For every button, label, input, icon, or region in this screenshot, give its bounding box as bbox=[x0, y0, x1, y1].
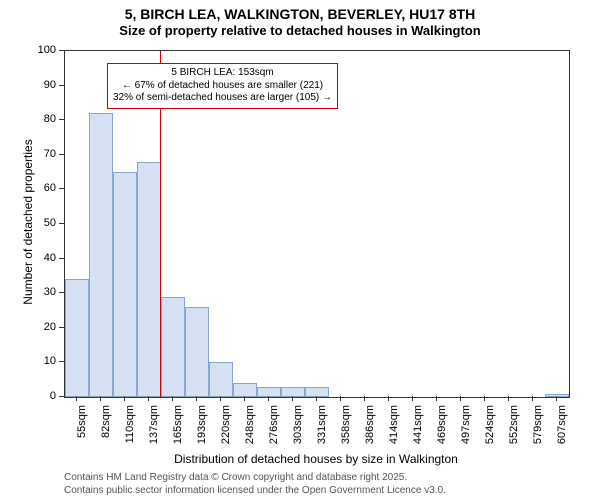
x-tick-label: 303sqm bbox=[292, 405, 304, 455]
info-line3: 32% of semi-detached houses are larger (… bbox=[113, 92, 332, 105]
x-tick-label: 193sqm bbox=[196, 405, 208, 455]
x-tick-label: 497sqm bbox=[460, 405, 472, 455]
x-axis-label: Distribution of detached houses by size … bbox=[64, 452, 568, 466]
bar bbox=[137, 162, 161, 397]
bar bbox=[161, 297, 185, 397]
x-tick-label: 55sqm bbox=[76, 405, 88, 455]
footer-line1: Contains HM Land Registry data © Crown c… bbox=[64, 472, 446, 485]
x-tick-mark bbox=[460, 396, 461, 401]
bar bbox=[209, 362, 233, 397]
y-tick-label: 20 bbox=[0, 321, 56, 333]
bar bbox=[305, 387, 329, 397]
info-box: 5 BIRCH LEA: 153sqm ← 67% of detached ho… bbox=[107, 63, 338, 109]
x-tick-label: 220sqm bbox=[220, 405, 232, 455]
y-tick-mark bbox=[59, 258, 64, 259]
plot-area: 5 BIRCH LEA: 153sqm ← 67% of detached ho… bbox=[64, 50, 570, 398]
bar bbox=[89, 113, 113, 397]
bar bbox=[545, 394, 569, 397]
x-tick-mark bbox=[364, 396, 365, 401]
x-tick-label: 524sqm bbox=[484, 405, 496, 455]
bar bbox=[65, 279, 89, 397]
x-tick-label: 552sqm bbox=[508, 405, 520, 455]
y-tick-mark bbox=[59, 50, 64, 51]
x-tick-mark bbox=[124, 396, 125, 401]
x-tick-mark bbox=[268, 396, 269, 401]
y-tick-mark bbox=[59, 154, 64, 155]
x-tick-mark bbox=[484, 396, 485, 401]
x-tick-label: 386sqm bbox=[364, 405, 376, 455]
x-tick-label: 276sqm bbox=[268, 405, 280, 455]
y-tick-label: 10 bbox=[0, 355, 56, 367]
x-tick-label: 579sqm bbox=[532, 405, 544, 455]
x-tick-mark bbox=[220, 396, 221, 401]
attribution-footer: Contains HM Land Registry data © Crown c… bbox=[64, 472, 446, 497]
y-axis-label: Number of detached properties bbox=[21, 122, 35, 322]
x-tick-label: 82sqm bbox=[100, 405, 112, 455]
y-tick-mark bbox=[59, 396, 64, 397]
y-tick-mark bbox=[59, 292, 64, 293]
x-tick-mark bbox=[532, 396, 533, 401]
x-tick-mark bbox=[172, 396, 173, 401]
footer-line2: Contains public sector information licen… bbox=[64, 485, 446, 498]
x-tick-mark bbox=[196, 396, 197, 401]
bar bbox=[185, 307, 209, 397]
y-tick-mark bbox=[59, 85, 64, 86]
x-tick-mark bbox=[556, 396, 557, 401]
x-tick-mark bbox=[148, 396, 149, 401]
x-tick-mark bbox=[100, 396, 101, 401]
bar bbox=[257, 387, 281, 397]
y-tick-label: 90 bbox=[0, 79, 56, 91]
chart-title-line2: Size of property relative to detached ho… bbox=[0, 23, 600, 39]
x-tick-label: 331sqm bbox=[316, 405, 328, 455]
x-tick-mark bbox=[316, 396, 317, 401]
x-tick-label: 607sqm bbox=[556, 405, 568, 455]
y-tick-mark bbox=[59, 223, 64, 224]
chart-container: 5, BIRCH LEA, WALKINGTON, BEVERLEY, HU17… bbox=[0, 6, 600, 500]
x-tick-mark bbox=[436, 396, 437, 401]
x-tick-mark bbox=[412, 396, 413, 401]
x-tick-mark bbox=[76, 396, 77, 401]
x-tick-label: 110sqm bbox=[124, 405, 136, 455]
x-tick-label: 358sqm bbox=[340, 405, 352, 455]
chart-title-line1: 5, BIRCH LEA, WALKINGTON, BEVERLEY, HU17… bbox=[0, 6, 600, 23]
x-tick-mark bbox=[340, 396, 341, 401]
bar bbox=[281, 387, 305, 397]
bar bbox=[113, 172, 137, 397]
y-tick-mark bbox=[59, 327, 64, 328]
y-tick-label: 100 bbox=[0, 44, 56, 56]
x-tick-label: 137sqm bbox=[148, 405, 160, 455]
x-tick-label: 414sqm bbox=[388, 405, 400, 455]
x-tick-label: 441sqm bbox=[412, 405, 424, 455]
x-tick-mark bbox=[292, 396, 293, 401]
x-tick-mark bbox=[508, 396, 509, 401]
y-tick-mark bbox=[59, 119, 64, 120]
x-tick-mark bbox=[244, 396, 245, 401]
y-tick-mark bbox=[59, 188, 64, 189]
x-tick-label: 248sqm bbox=[244, 405, 256, 455]
x-tick-label: 469sqm bbox=[436, 405, 448, 455]
x-tick-label: 165sqm bbox=[172, 405, 184, 455]
info-line1: 5 BIRCH LEA: 153sqm bbox=[113, 67, 332, 80]
y-tick-label: 0 bbox=[0, 390, 56, 402]
x-tick-mark bbox=[388, 396, 389, 401]
info-line2: ← 67% of detached houses are smaller (22… bbox=[113, 80, 332, 93]
y-tick-mark bbox=[59, 361, 64, 362]
bar bbox=[233, 383, 257, 397]
